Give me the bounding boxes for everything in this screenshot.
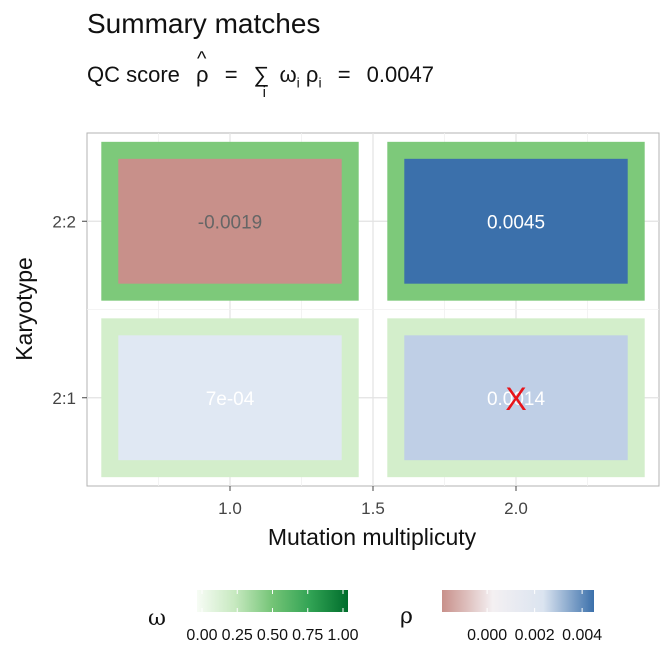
legend-rho-title: ρ [400,604,413,629]
cell-value-label: 7e-04 [206,389,255,410]
x-marker: X [505,381,526,417]
x-axis: 1.0 1.5 2.0 [218,486,528,518]
legend-rho-ticks: 0.000 0.002 0.004 [467,590,602,644]
omega-symbol: ωi [279,62,300,91]
legend-rho-tick-label: 0.000 [467,627,507,644]
rho-i-letter: ρ [305,62,319,87]
chart-title: Summary matches [87,8,321,39]
rho-subscript: i [318,74,322,91]
sum-symbol: ∑ i [253,62,270,101]
legend-omega-tick-label: 0.50 [257,627,288,644]
legend-omega-title: ω [148,606,166,631]
legend-rho-colorbar [442,590,594,612]
heatmap-cell: -0.0019 [101,141,359,301]
hat-accent: ^ [197,48,207,70]
omega-subscript: i [296,74,300,91]
subtitle-prefix: QC score [87,62,180,87]
cell-rho-fill [118,335,342,461]
rho-hat-symbol: ^ ρ [196,48,209,88]
chart-subtitle: QC score ^ ρ = ∑ i ωi ρi = 0.0047 [87,48,434,101]
legend-omega-ticks: 0.00 0.25 0.50 0.75 1.00 [186,590,359,644]
y-axis-title: Karyotype [11,257,37,361]
y-tick-label: 2:2 [52,212,76,231]
legends: ω 0.00 0.25 0.50 0.75 1.00 ρ 0.000 0.002 0.004 [148,590,602,644]
rho-i-symbol: ρi [305,62,322,91]
cell-rho-fill [404,335,628,461]
legend-omega-tick-label: 1.00 [327,627,358,644]
heatmap-cell: 0.0045 [387,141,645,301]
cell-rho-fill [404,158,628,284]
rho-hat-letter: ρ [196,62,209,87]
cell-rho-fill [118,158,342,284]
equals-sign-2: = [337,62,351,87]
legend-omega-tick-label: 0.00 [186,627,217,644]
y-tick-label: 2:1 [52,389,76,408]
legend-omega-colorbar [197,590,348,612]
legend-rho-tick-label: 0.004 [562,627,602,644]
x-tick-label: 1.0 [218,499,242,518]
omega-letter: ω [279,62,297,87]
cell-value-label: -0.0019 [198,212,262,233]
equals-sign-1: = [224,62,238,87]
heatmap-cell: 7e-04 [101,318,359,478]
sum-index: i [262,84,267,101]
legend-rho-tick-label: 0.002 [515,627,555,644]
legend-omega-tick-label: 0.75 [292,627,323,644]
sum-sign: ∑ [253,62,270,87]
x-axis-title: Mutation multiplicuty [268,524,477,550]
x-tick-label: 1.5 [361,499,385,518]
legend-omega-tick-label: 0.25 [222,627,253,644]
cell-value-label: 0.0014 [487,389,546,410]
y-axis: 2:1 2:2 [52,212,87,408]
x-tick-label: 2.0 [504,499,528,518]
qc-score-value: 0.0047 [366,62,434,87]
cell-value-label: 0.0045 [487,212,545,233]
